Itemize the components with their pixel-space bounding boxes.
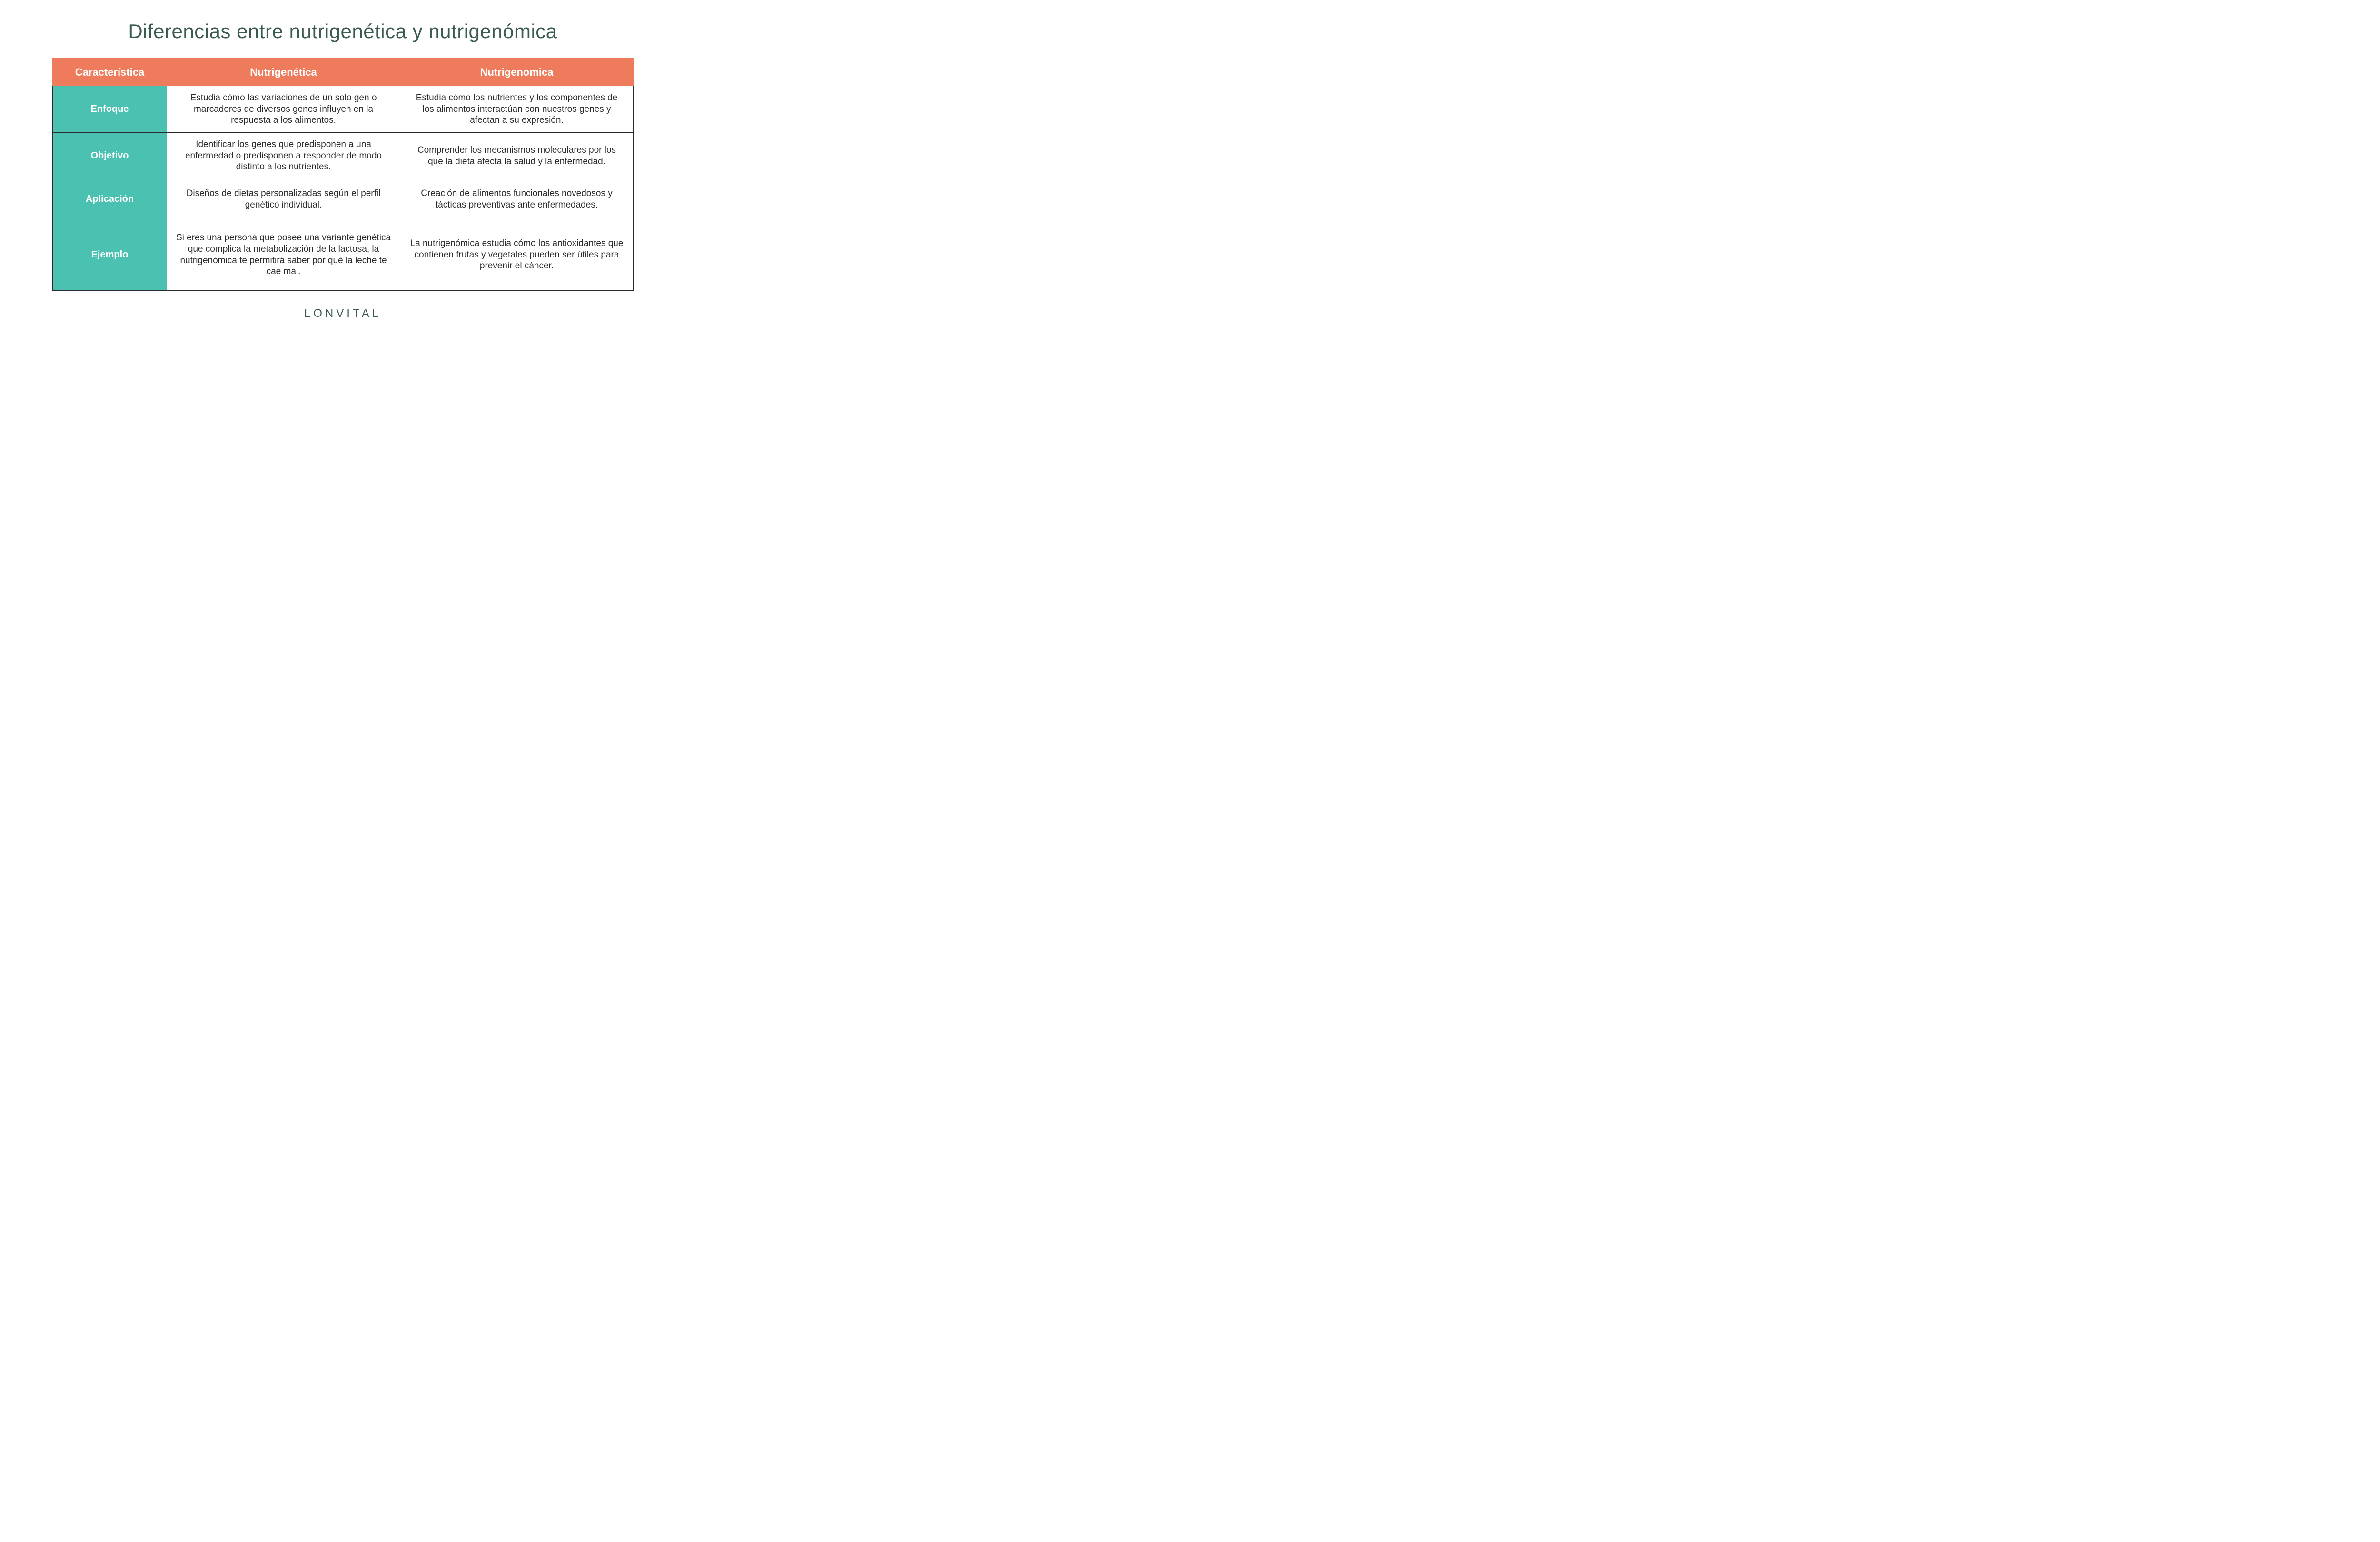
cell-ejemplo-b: La nutrigenómica estudia cómo los antiox… xyxy=(400,219,634,291)
row-label-objetivo: Objetivo xyxy=(53,133,167,179)
comparison-table: Característica Nutrigenética Nutrigenomi… xyxy=(52,58,634,291)
brand-logo-text: LONVITAL xyxy=(304,307,381,320)
page-title: Diferencias entre nutrigenética y nutrig… xyxy=(128,20,557,43)
cell-objetivo-b: Comprender los mecanismos moleculares po… xyxy=(400,133,634,179)
row-label-aplicacion: Aplicación xyxy=(53,179,167,219)
comparison-table-container: Característica Nutrigenética Nutrigenomi… xyxy=(52,58,633,291)
table-row: Enfoque Estudia cómo las variaciones de … xyxy=(53,86,634,133)
table-row: Objetivo Identificar los genes que predi… xyxy=(53,133,634,179)
cell-enfoque-a: Estudia cómo las variaciones de un solo … xyxy=(167,86,400,133)
table-row: Ejemplo Si eres una persona que posee un… xyxy=(53,219,634,291)
column-header-nutrigenetica: Nutrigenética xyxy=(167,59,400,86)
column-header-nutrigenomica: Nutrigenomica xyxy=(400,59,634,86)
cell-enfoque-b: Estudia cómo los nutrientes y los compon… xyxy=(400,86,634,133)
cell-aplicacion-a: Diseños de dietas personalizadas según e… xyxy=(167,179,400,219)
cell-aplicacion-b: Creación de alimentos funcionales novedo… xyxy=(400,179,634,219)
row-label-enfoque: Enfoque xyxy=(53,86,167,133)
cell-objetivo-a: Identificar los genes que predisponen a … xyxy=(167,133,400,179)
table-row: Aplicación Diseños de dietas personaliza… xyxy=(53,179,634,219)
row-label-ejemplo: Ejemplo xyxy=(53,219,167,291)
table-header-row: Característica Nutrigenética Nutrigenomi… xyxy=(53,59,634,86)
cell-ejemplo-a: Si eres una persona que posee una varian… xyxy=(167,219,400,291)
column-header-feature: Característica xyxy=(53,59,167,86)
